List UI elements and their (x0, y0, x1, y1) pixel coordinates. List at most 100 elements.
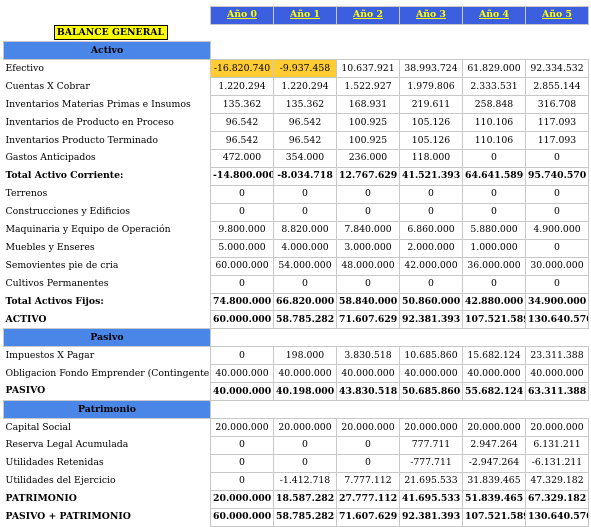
value-cell[interactable]: 5.880.000 (462, 220, 526, 240)
value-cell[interactable]: 34.900.000 (525, 292, 589, 312)
value-cell[interactable]: 4.900.000 (525, 220, 589, 240)
value-cell[interactable]: 38.993.724 (399, 59, 463, 79)
value-cell[interactable]: 96.542 (210, 113, 274, 133)
value-cell[interactable]: 42.000.000 (399, 256, 463, 276)
year-header-0[interactable]: Año 0 (210, 6, 274, 25)
value-cell[interactable]: 130.640.570 (525, 507, 589, 527)
value-cell[interactable]: 20.000.000 (210, 489, 274, 509)
value-cell[interactable]: 9.800.000 (210, 220, 274, 240)
value-cell[interactable]: 0 (399, 202, 463, 222)
value-cell[interactable]: 40.000.000 (210, 364, 274, 384)
value-cell[interactable]: 30.000.000 (525, 256, 589, 276)
value-cell[interactable]: 0 (210, 274, 274, 294)
value-cell[interactable]: 10.637.921 (336, 59, 400, 79)
value-cell[interactable]: 0 (525, 274, 589, 294)
value-cell[interactable]: 236.000 (336, 149, 400, 168)
value-cell[interactable]: 0 (210, 436, 274, 455)
value-cell[interactable]: 7.777.112 (336, 471, 400, 491)
value-cell[interactable]: 66.820.000 (273, 292, 337, 312)
value-cell[interactable]: 48.000.000 (336, 256, 400, 276)
value-cell[interactable]: 198.000 (273, 346, 337, 366)
value-cell[interactable]: 0 (273, 274, 337, 294)
value-cell[interactable]: 105.126 (399, 131, 463, 150)
value-cell[interactable]: -6.131.211 (525, 453, 589, 473)
year-header-4[interactable]: Año 4 (462, 6, 526, 25)
value-cell[interactable]: 20.000.000 (210, 418, 274, 437)
value-cell[interactable]: 8.820.000 (273, 220, 337, 240)
value-cell[interactable]: 6.131.211 (525, 436, 589, 455)
value-cell[interactable]: 71.607.629 (336, 507, 400, 527)
value-cell[interactable]: 0 (210, 202, 274, 222)
value-cell[interactable]: 107.521.589 (462, 507, 526, 527)
value-cell[interactable]: 0 (210, 471, 274, 491)
value-cell[interactable]: 64.641.589 (462, 166, 526, 186)
value-cell[interactable]: 40.000.000 (525, 364, 589, 384)
value-cell[interactable]: 0 (336, 202, 400, 222)
value-cell[interactable]: 0 (210, 346, 274, 366)
year-header-2[interactable]: Año 2 (336, 6, 400, 25)
value-cell[interactable]: -14.800.000 (210, 166, 274, 186)
value-cell[interactable]: 43.830.518 (336, 382, 400, 402)
value-cell[interactable]: 18.587.282 (273, 489, 337, 509)
value-cell[interactable]: 71.607.629 (336, 310, 400, 330)
value-cell[interactable]: 58.785.282 (273, 310, 337, 330)
value-cell[interactable]: 63.311.388 (525, 382, 589, 402)
value-cell[interactable]: 21.695.533 (399, 471, 463, 491)
value-cell[interactable]: 74.800.000 (210, 292, 274, 312)
value-cell[interactable]: 0 (462, 202, 526, 222)
value-cell[interactable]: 0 (462, 184, 526, 204)
value-cell[interactable]: 0 (399, 274, 463, 294)
value-cell[interactable]: -2.947.264 (462, 453, 526, 473)
value-cell[interactable]: 40.000.000 (273, 364, 337, 384)
value-cell[interactable]: 0 (462, 149, 526, 168)
value-cell[interactable]: 2.333.531 (462, 77, 526, 97)
value-cell[interactable]: -777.711 (399, 453, 463, 473)
value-cell[interactable]: 0 (273, 202, 337, 222)
value-cell[interactable]: 354.000 (273, 149, 337, 168)
value-cell[interactable]: 36.000.000 (462, 256, 526, 276)
value-cell[interactable]: 60.000.000 (210, 256, 274, 276)
value-cell[interactable]: 5.000.000 (210, 238, 274, 258)
value-cell[interactable]: 3.000.000 (336, 238, 400, 258)
value-cell[interactable]: 1.522.927 (336, 77, 400, 97)
value-cell[interactable]: 0 (273, 453, 337, 473)
value-cell[interactable]: 168.931 (336, 95, 400, 115)
value-cell[interactable]: 20.000.000 (525, 418, 589, 437)
value-cell[interactable]: 50.860.000 (399, 292, 463, 312)
value-cell[interactable]: 130.640.570 (525, 310, 589, 330)
value-cell[interactable]: 12.767.629 (336, 166, 400, 186)
value-cell[interactable]: 0 (462, 274, 526, 294)
value-cell[interactable]: 67.329.182 (525, 489, 589, 509)
value-cell[interactable]: 135.362 (273, 95, 337, 115)
value-cell[interactable]: 20.000.000 (273, 418, 337, 437)
value-cell[interactable]: 258.848 (462, 95, 526, 115)
value-cell[interactable]: 107.521.589 (462, 310, 526, 330)
value-cell[interactable]: 15.682.124 (462, 346, 526, 366)
value-cell[interactable]: 100.925 (336, 113, 400, 133)
value-cell[interactable]: 117.093 (525, 131, 589, 150)
value-cell[interactable]: 20.000.000 (399, 418, 463, 437)
value-cell[interactable]: 777.711 (399, 436, 463, 455)
value-cell[interactable]: 42.880.000 (462, 292, 526, 312)
value-cell[interactable]: 0 (273, 184, 337, 204)
value-cell[interactable]: 92.334.532 (525, 59, 589, 79)
value-cell[interactable]: 2.947.264 (462, 436, 526, 455)
value-cell[interactable]: 118.000 (399, 149, 463, 168)
value-cell[interactable]: 60.000.000 (210, 310, 274, 330)
value-cell[interactable]: 96.542 (273, 113, 337, 133)
value-cell[interactable]: -8.034.718 (273, 166, 337, 186)
value-cell[interactable]: 61.829.000 (462, 59, 526, 79)
value-cell[interactable]: 110.106 (462, 131, 526, 150)
value-cell[interactable]: -9.937.458 (273, 59, 337, 79)
value-cell[interactable]: 1.000.000 (462, 238, 526, 258)
value-cell[interactable]: 40.000.000 (336, 364, 400, 384)
value-cell[interactable]: 1.979.806 (399, 77, 463, 97)
value-cell[interactable]: 0 (525, 184, 589, 204)
value-cell[interactable]: 2.855.144 (525, 77, 589, 97)
value-cell[interactable]: 95.740.570 (525, 166, 589, 186)
value-cell[interactable]: 0 (336, 274, 400, 294)
value-cell[interactable]: 92.381.393 (399, 507, 463, 527)
value-cell[interactable]: 2.000.000 (399, 238, 463, 258)
sheet-title[interactable]: BALANCE GENERAL (53, 24, 168, 40)
value-cell[interactable]: 6.860.000 (399, 220, 463, 240)
